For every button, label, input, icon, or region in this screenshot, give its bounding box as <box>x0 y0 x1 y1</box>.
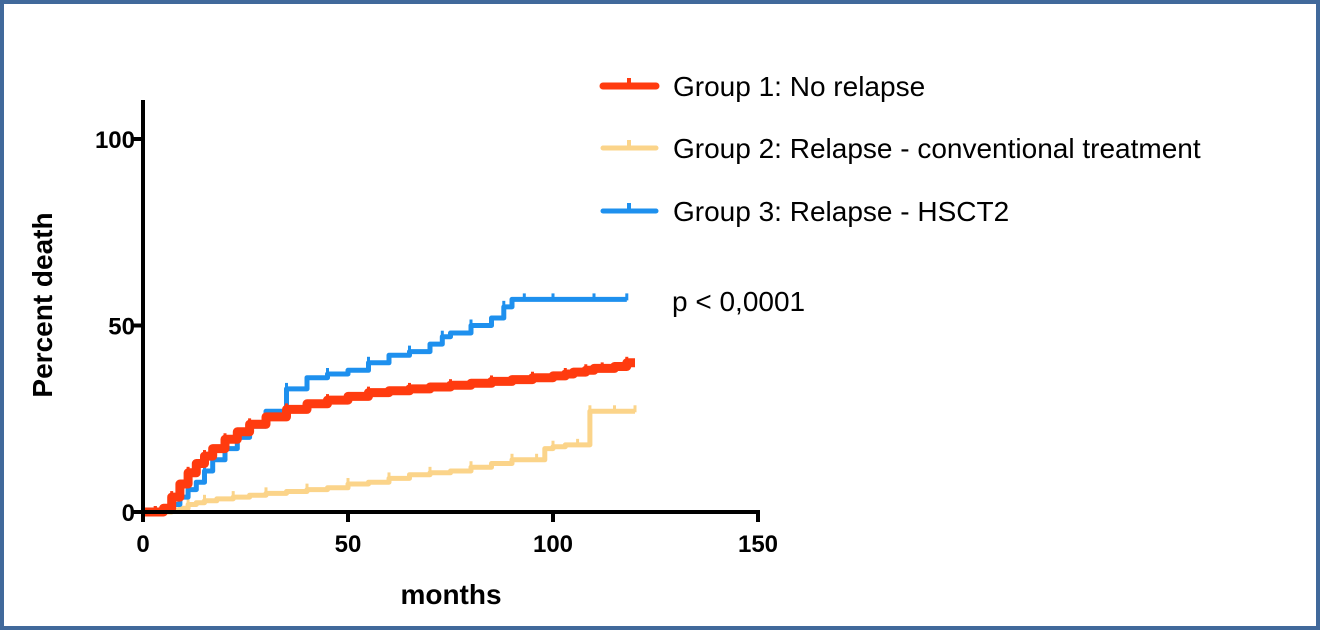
series-line-group-1 <box>143 358 635 517</box>
x-tick-label: 100 <box>533 531 573 558</box>
p-value-annotation: p < 0,0001 <box>672 286 805 317</box>
y-tick-label: 100 <box>95 127 135 154</box>
y-axis-ticks: 0 50 100 <box>95 127 143 527</box>
y-tick-label: 0 <box>122 500 135 527</box>
y-axis-title: Percent death <box>27 212 58 397</box>
series-curves <box>143 293 637 517</box>
x-tick-label: 50 <box>335 531 362 558</box>
y-tick-label: 50 <box>108 314 135 341</box>
x-tick-label: 0 <box>136 531 149 558</box>
legend-label-group-1: Group 1: No relapse <box>673 71 925 102</box>
x-axis-ticks: 0 50 100 150 <box>136 512 778 558</box>
legend-label-group-3: Group 3: Relapse - HSCT2 <box>673 196 1009 227</box>
legend-label-group-2: Group 2: Relapse - conventional treatmen… <box>673 133 1201 164</box>
x-tick-label: 150 <box>738 531 778 558</box>
legend: Group 1: No relapse Group 2: Relapse - co… <box>599 71 1201 227</box>
x-axis-title: months <box>400 579 501 610</box>
